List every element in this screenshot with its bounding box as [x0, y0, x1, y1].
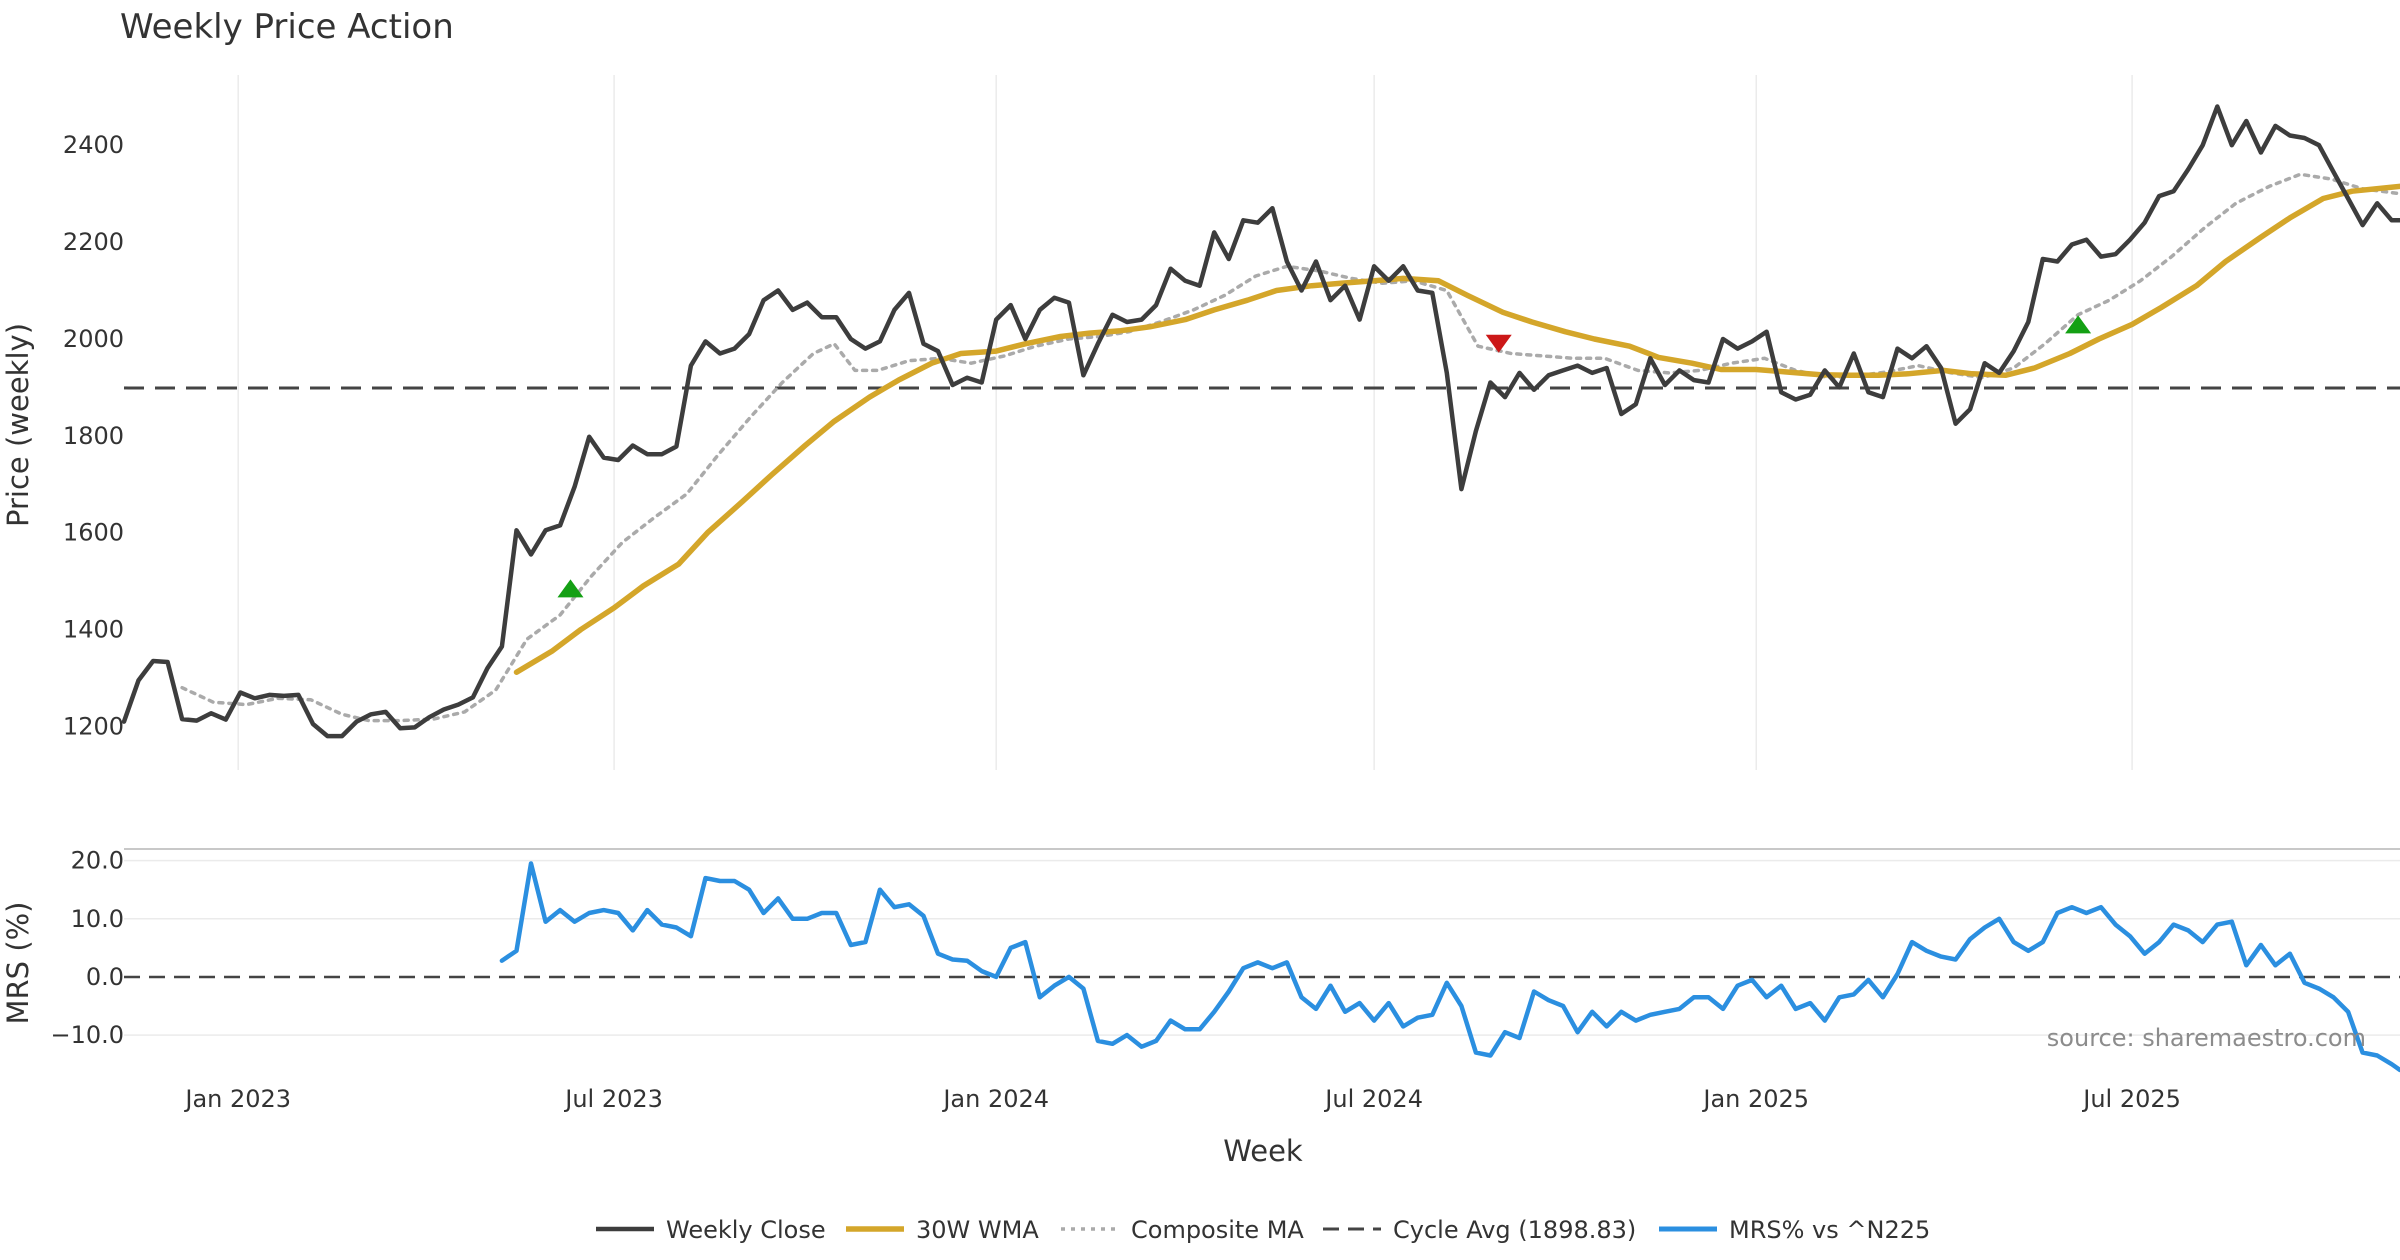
price-y-axis-label: Price (weekly)	[1, 323, 35, 527]
chart-title: Weekly Price Action	[120, 7, 454, 47]
price-y-tick-label: 2000	[63, 325, 124, 353]
legend-entry: Weekly Close	[596, 1216, 826, 1244]
buy-signal-marker	[557, 579, 584, 598]
mrs-y-tick-label: 0.0	[86, 963, 124, 991]
mrs-gridlines	[124, 859, 2400, 1036]
mrs-y-tick-label: −10.0	[50, 1021, 124, 1049]
price-series	[121, 104, 2400, 739]
x-axis-ticks: Jan 2023 Jul 2023 Jan 2024 Jul 2024 Jan 2025…	[183, 1085, 2181, 1113]
legend-entry: 30W WMA	[846, 1216, 1039, 1244]
mrs-y-tick-label: 10.0	[71, 905, 124, 933]
sell-signal-marker	[1485, 334, 1512, 353]
legend-label: Cycle Avg (1898.83)	[1393, 1216, 1636, 1244]
composite-ma-line	[180, 172, 2400, 723]
x-tick-label: Jan 2025	[1701, 1085, 1809, 1113]
source-note: source: sharemaestro.com	[2047, 1024, 2366, 1052]
legend-label: MRS% vs ^N225	[1729, 1216, 1930, 1244]
x-tick-label: Jul 2025	[2081, 1085, 2181, 1113]
legend-label: 30W WMA	[916, 1216, 1039, 1244]
legend-entry: Composite MA	[1061, 1216, 1304, 1244]
legend: Weekly Close 30W WMA Composite MA Cycle Avg…	[596, 1216, 1930, 1244]
legend-entry: MRS% vs ^N225	[1659, 1216, 1930, 1244]
price-y-tick-label: 2200	[63, 228, 124, 256]
price-y-tick-label: 1200	[63, 712, 124, 740]
buy-signal-marker	[2065, 315, 2092, 334]
x-axis-label: Week	[1223, 1134, 1303, 1168]
legend-label: Weekly Close	[666, 1216, 826, 1244]
mrs-y-ticks: 20.0 10.0 0.0 −10.0	[50, 847, 124, 1049]
weekly-close-line	[121, 104, 2400, 739]
x-tick-label: Jul 2024	[1323, 1085, 1423, 1113]
mrs-panel: 20.0 10.0 0.0 −10.0 MRS (%) source: sharema…	[1, 847, 2400, 1073]
wma-line	[513, 183, 2400, 675]
x-tick-label: Jan 2024	[941, 1085, 1049, 1113]
price-y-tick-label: 1600	[63, 519, 124, 547]
x-tick-label: Jul 2023	[563, 1085, 663, 1113]
mrs-line	[499, 861, 2400, 1073]
price-y-tick-label: 1800	[63, 422, 124, 450]
price-panel: 1200 1400 1600 1800 2000 2200 2400 Price (week…	[1, 75, 2400, 770]
legend-entry: Cycle Avg (1898.83)	[1323, 1216, 1636, 1244]
price-y-tick-label: 1400	[63, 616, 124, 644]
mrs-y-axis-label: MRS (%)	[1, 902, 35, 1025]
price-y-tick-label: 2400	[63, 131, 124, 159]
legend-label: Composite MA	[1131, 1216, 1304, 1244]
price-y-ticks: 1200 1400 1600 1800 2000 2200 2400	[63, 131, 124, 740]
mrs-series	[499, 861, 2400, 1073]
signal-markers	[557, 315, 2092, 598]
mrs-y-tick-label: 20.0	[71, 847, 124, 875]
x-tick-label: Jan 2023	[183, 1085, 291, 1113]
price-gridlines	[237, 75, 2133, 770]
